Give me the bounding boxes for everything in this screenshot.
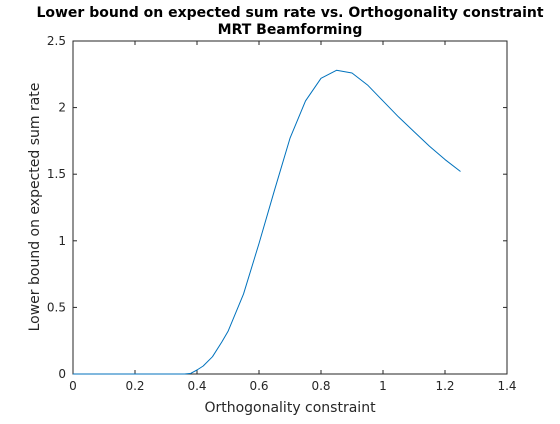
y-tick-label: 0.5	[47, 300, 66, 314]
x-axis-label: Orthogonality constraint	[204, 400, 376, 416]
x-tick-label: 1.2	[435, 379, 454, 393]
chart-subtitle: MRT Beamforming	[218, 22, 363, 38]
series-layer	[73, 69, 461, 375]
y-tick-label: 1.5	[47, 167, 66, 181]
x-tick-label: 1.4	[497, 379, 516, 393]
plot-area	[72, 40, 508, 375]
x-axis-ticks: 0 0.2 0.4 0.6 0.8 1 1.2 1.4	[69, 41, 517, 393]
x-tick-label: 0.6	[249, 379, 268, 393]
axes-box	[72, 40, 508, 375]
y-tick-label: 2	[58, 101, 66, 115]
series-line	[73, 69, 461, 375]
y-axis-ticks: 0 0.5 1 1.5 2 2.5	[47, 34, 507, 381]
x-tick-label: 0.2	[125, 379, 144, 393]
chart-title: Lower bound on expected sum rate vs. Ort…	[36, 5, 543, 21]
x-tick-label: 1	[379, 379, 387, 393]
x-tick-label: 0.8	[311, 379, 330, 393]
y-tick-label: 2.5	[47, 34, 66, 48]
x-tick-label: 0	[69, 379, 77, 393]
y-axis-label: Lower bound on expected sum rate	[27, 83, 43, 332]
x-tick-label: 0.4	[187, 379, 206, 393]
y-tick-label: 1	[58, 234, 66, 248]
y-tick-label: 0	[58, 367, 66, 381]
